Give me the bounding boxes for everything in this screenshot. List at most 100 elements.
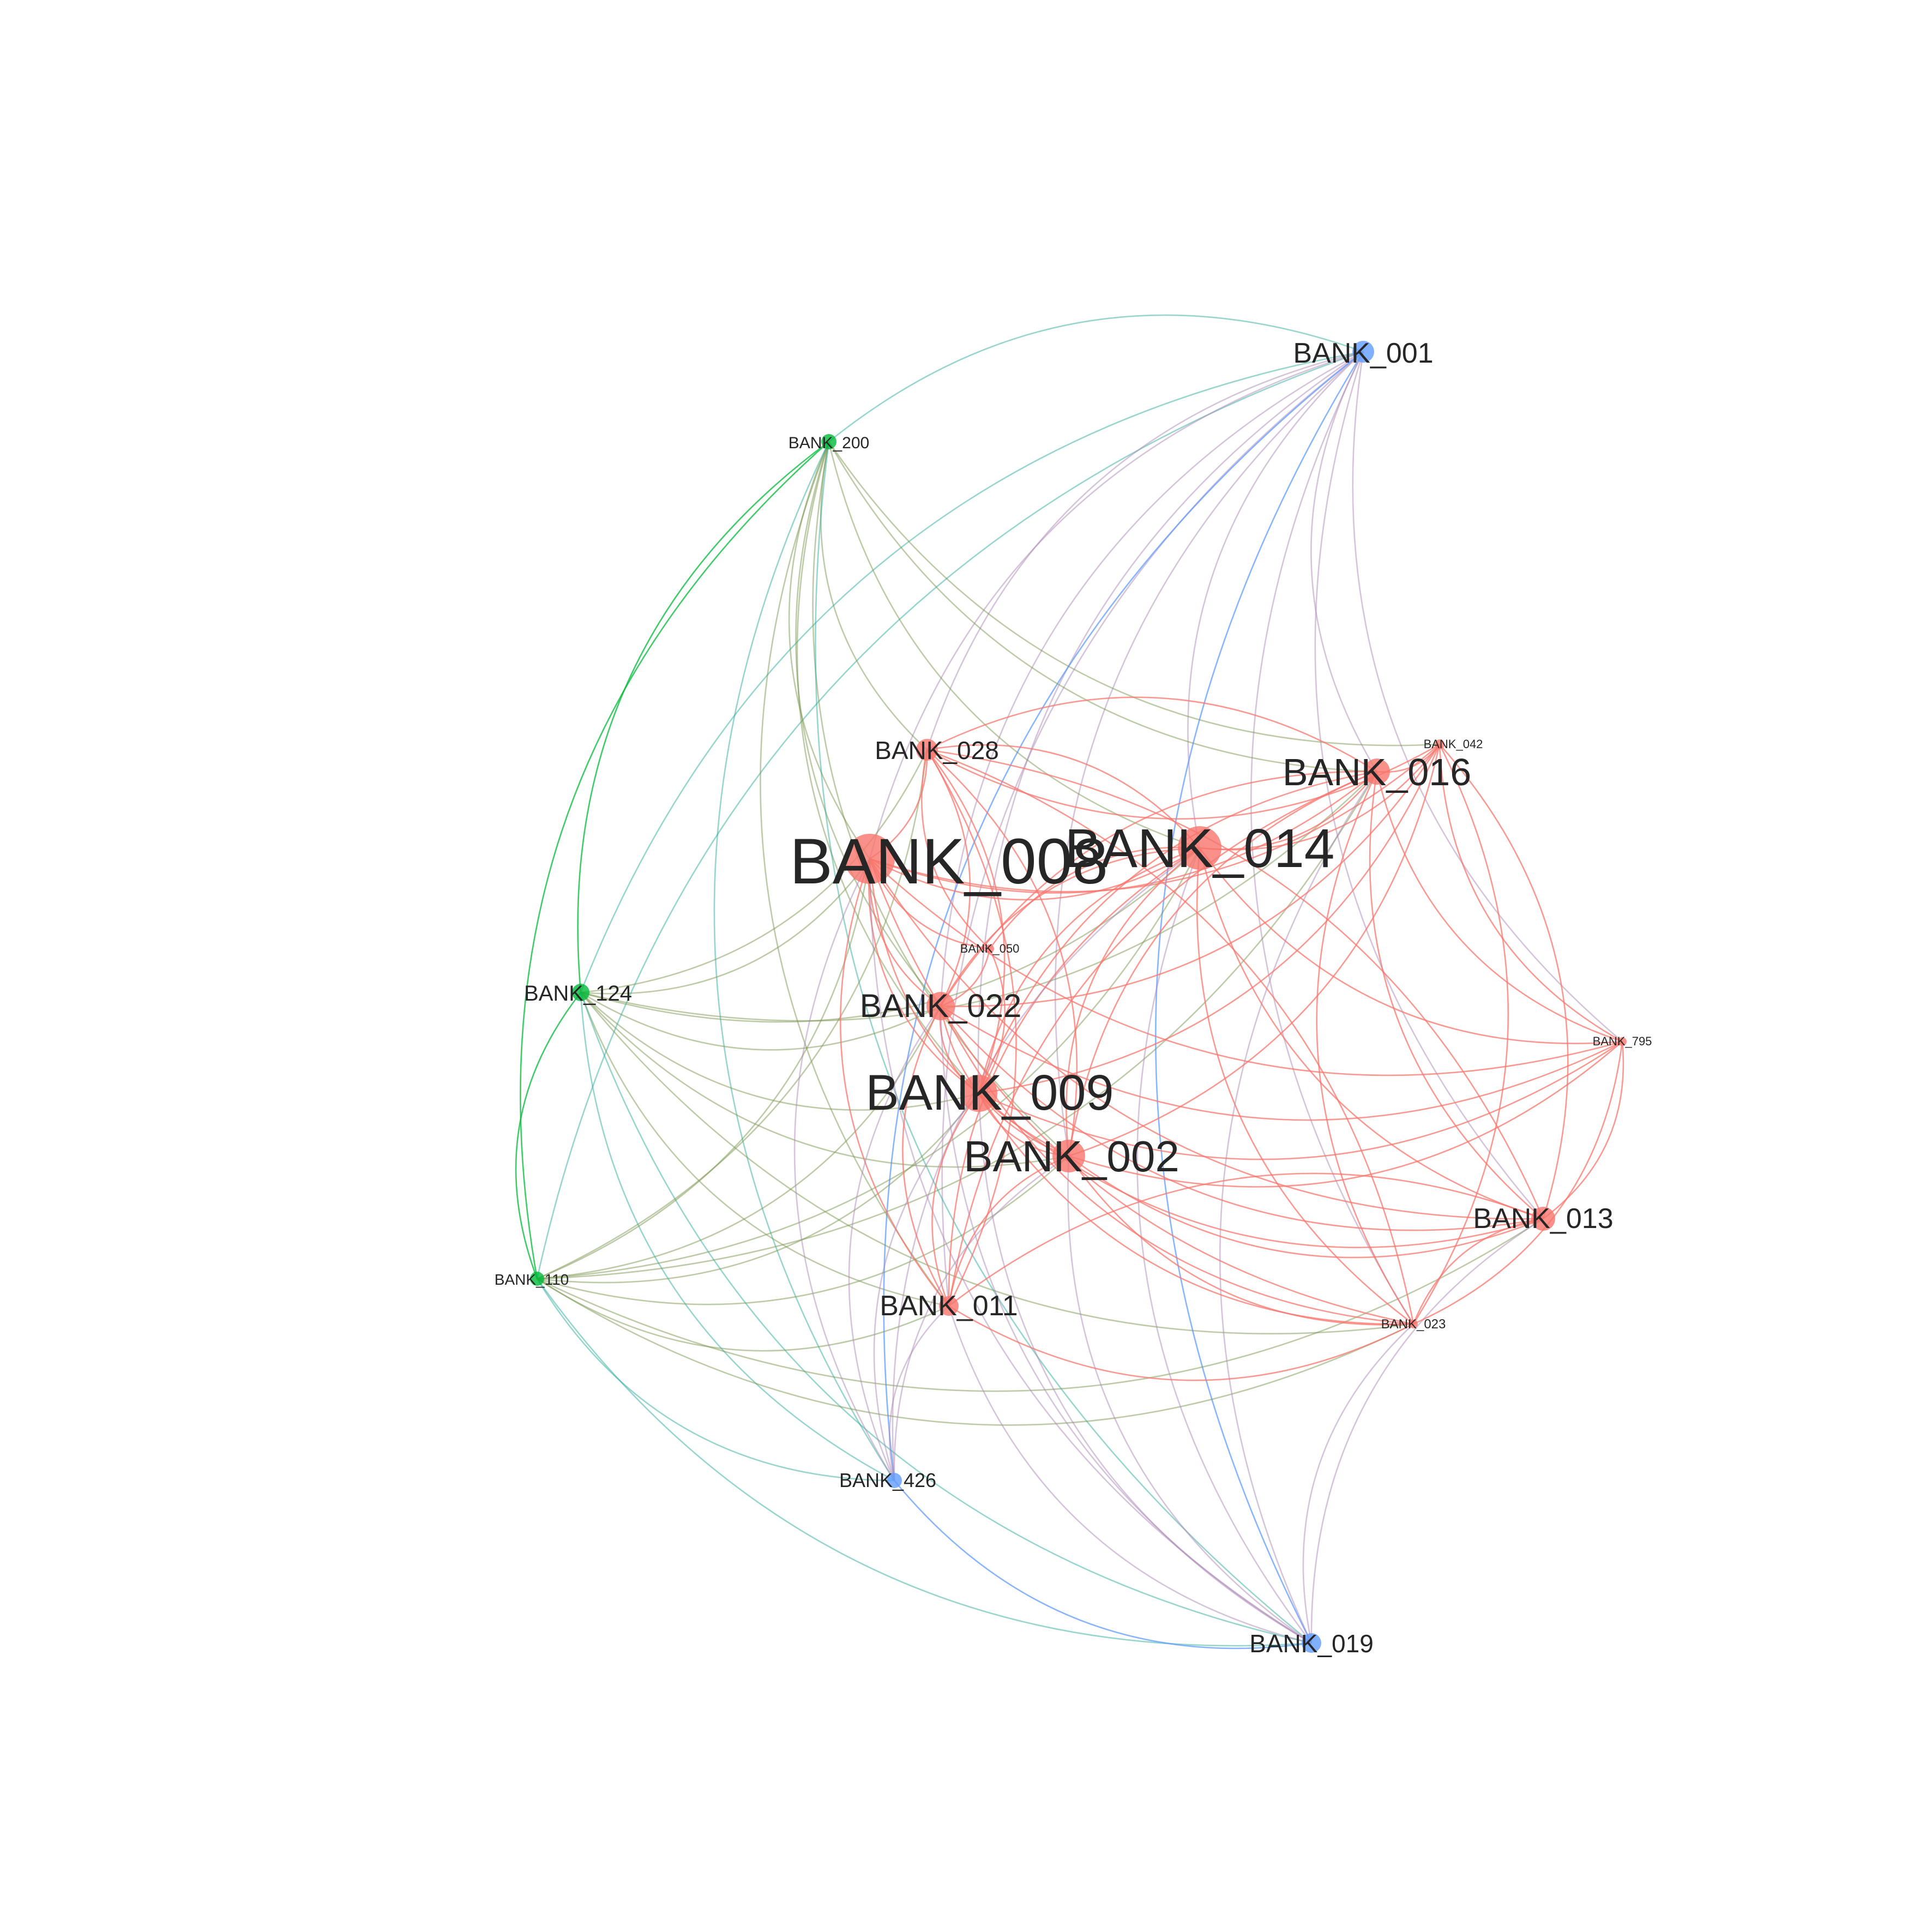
- edge-bank-001-bank-014: [1187, 351, 1364, 848]
- node-label-bank-008: BANK_008: [790, 826, 1108, 898]
- edge-bank-001-bank-019: [1155, 351, 1364, 1644]
- node-bank-011[interactable]: [939, 1296, 959, 1316]
- edge-bank-013-bank-795: [1543, 1041, 1624, 1220]
- edge-bank-016-bank-011: [948, 771, 1377, 1307]
- edge-bank-110-bank-013: [537, 1218, 1544, 1392]
- edge-bank-009-bank-028: [926, 749, 1006, 1094]
- edge-bank-002-bank-019: [1067, 1155, 1312, 1644]
- edge-bank-200-bank-019: [815, 441, 1312, 1644]
- edge-bank-001-bank-011: [941, 351, 1364, 1307]
- edge-bank-022-bank-795: [940, 1005, 1623, 1121]
- edge-bank-001-bank-795: [1352, 351, 1623, 1042]
- node-bank-014[interactable]: [1178, 826, 1221, 870]
- node-bank-795[interactable]: [1618, 1037, 1627, 1046]
- edge-bank-008-bank-795: [869, 858, 1623, 1076]
- edge-bank-008-bank-426: [793, 858, 895, 1481]
- node-label-bank-011: BANK_011: [880, 1290, 1018, 1322]
- edge-bank-001-bank-110: [536, 351, 1364, 1279]
- edge-bank-028-bank-042: [926, 743, 1440, 820]
- edge-bank-028-bank-050: [921, 749, 990, 949]
- node-bank-016[interactable]: [1364, 759, 1390, 785]
- node-bank-042[interactable]: [1435, 739, 1445, 749]
- node-label-bank-200: BANK_200: [789, 434, 869, 452]
- node-bank-022[interactable]: [926, 992, 955, 1020]
- node-bank-028[interactable]: [916, 739, 938, 761]
- node-label-bank-022: BANK_022: [860, 988, 1022, 1024]
- edge-bank-426-bank-019: [893, 1480, 1312, 1650]
- edge-bank-001-bank-124: [580, 351, 1364, 993]
- node-bank-050[interactable]: [985, 944, 994, 953]
- edge-bank-110-bank-009: [537, 1093, 980, 1284]
- edge-bank-002-bank-042: [1068, 744, 1441, 1157]
- node-label-bank-028: BANK_028: [875, 736, 999, 765]
- edge-bank-200-bank-011: [760, 441, 950, 1307]
- node-label-bank-013: BANK_013: [1473, 1203, 1613, 1235]
- edge-bank-008-bank-011: [840, 858, 950, 1307]
- edge-bank-016-bank-019: [1219, 771, 1378, 1644]
- node-label-bank-050: BANK_050: [960, 942, 1020, 955]
- node-label-bank-795: BANK_795: [1593, 1034, 1652, 1048]
- edge-bank-009-bank-050: [978, 948, 1006, 1094]
- edge-bank-110-bank-014: [537, 847, 1201, 1280]
- edge-bank-124-bank-011: [580, 992, 949, 1307]
- node-bank-110[interactable]: [530, 1272, 544, 1286]
- edge-bank-009-bank-426: [873, 1093, 979, 1481]
- edge-bank-008-bank-014: [869, 847, 1200, 901]
- edge-bank-009-bank-795: [978, 1040, 1623, 1160]
- node-bank-124[interactable]: [572, 984, 589, 1001]
- node-bank-009[interactable]: [960, 1075, 997, 1112]
- node-label-bank-042: BANK_042: [1424, 737, 1483, 751]
- edge-bank-001-bank-022: [940, 351, 1364, 1007]
- edge-bank-014-bank-022: [940, 847, 1200, 1007]
- node-bank-019[interactable]: [1302, 1633, 1321, 1653]
- edge-bank-124-bank-016: [580, 771, 1377, 1022]
- edge-bank-014-bank-050: [989, 846, 1200, 949]
- edge-bank-001-bank-016: [1310, 351, 1378, 772]
- edge-bank-200-bank-002: [812, 441, 1069, 1157]
- edge-bank-200-bank-124: [577, 441, 829, 993]
- node-bank-002[interactable]: [1052, 1140, 1085, 1172]
- edge-bank-001-bank-028: [926, 351, 1364, 750]
- edge-bank-008-bank-009: [868, 858, 979, 1094]
- edge-bank-001-bank-013: [1314, 351, 1544, 1219]
- edge-bank-042-bank-795: [1439, 744, 1623, 1043]
- edge-bank-014-bank-019: [1136, 847, 1313, 1644]
- node-bank-008[interactable]: [845, 834, 895, 884]
- edge-bank-200-bank-110: [520, 441, 829, 1279]
- edge-bank-011-bank-023: [948, 1305, 1414, 1381]
- edge-bank-016-bank-023: [1316, 771, 1415, 1325]
- node-bank-426[interactable]: [887, 1473, 902, 1488]
- edge-bank-008-bank-016: [869, 771, 1377, 894]
- edge-bank-124-bank-023: [580, 992, 1414, 1335]
- node-label-bank-002: BANK_002: [964, 1132, 1179, 1181]
- edge-bank-011-bank-426: [889, 1305, 949, 1481]
- edge-bank-110-bank-011: [537, 1278, 949, 1352]
- edge-bank-013-bank-042: [1439, 744, 1569, 1219]
- edge-bank-023-bank-795: [1413, 1041, 1623, 1325]
- edge-bank-014-bank-002: [1066, 847, 1200, 1157]
- edge-bank-013-bank-028: [926, 749, 1544, 1219]
- edge-bank-016-bank-013: [1369, 771, 1544, 1219]
- edge-bank-014-bank-009: [978, 847, 1200, 1094]
- node-bank-013[interactable]: [1531, 1207, 1555, 1231]
- edge-bank-200-bank-426: [713, 441, 895, 1481]
- edge-bank-011-bank-028: [926, 749, 1017, 1307]
- edge-bank-016-bank-022: [940, 771, 1377, 1007]
- edge-bank-110-bank-023: [537, 1278, 1414, 1426]
- edge-bank-014-bank-028: [926, 744, 1200, 848]
- edge-bank-013-bank-019: [1310, 1218, 1544, 1644]
- node-bank-200[interactable]: [821, 434, 836, 449]
- edge-bank-200-bank-028: [820, 441, 928, 750]
- node-label-bank-016: BANK_016: [1283, 751, 1471, 793]
- edge-bank-110-bank-022: [537, 1006, 942, 1280]
- edge-bank-023-bank-019: [1302, 1323, 1414, 1644]
- edge-bank-001-bank-002: [1054, 351, 1364, 1157]
- edge-bank-014-bank-011: [948, 847, 1200, 1307]
- edge-bank-124-bank-009: [580, 992, 979, 1111]
- node-bank-001[interactable]: [1352, 341, 1374, 363]
- node-label-bank-124: BANK_124: [524, 982, 632, 1006]
- edge-bank-016-bank-002: [1068, 771, 1377, 1157]
- edge-bank-009-bank-023: [978, 1093, 1414, 1325]
- node-bank-023[interactable]: [1409, 1320, 1418, 1328]
